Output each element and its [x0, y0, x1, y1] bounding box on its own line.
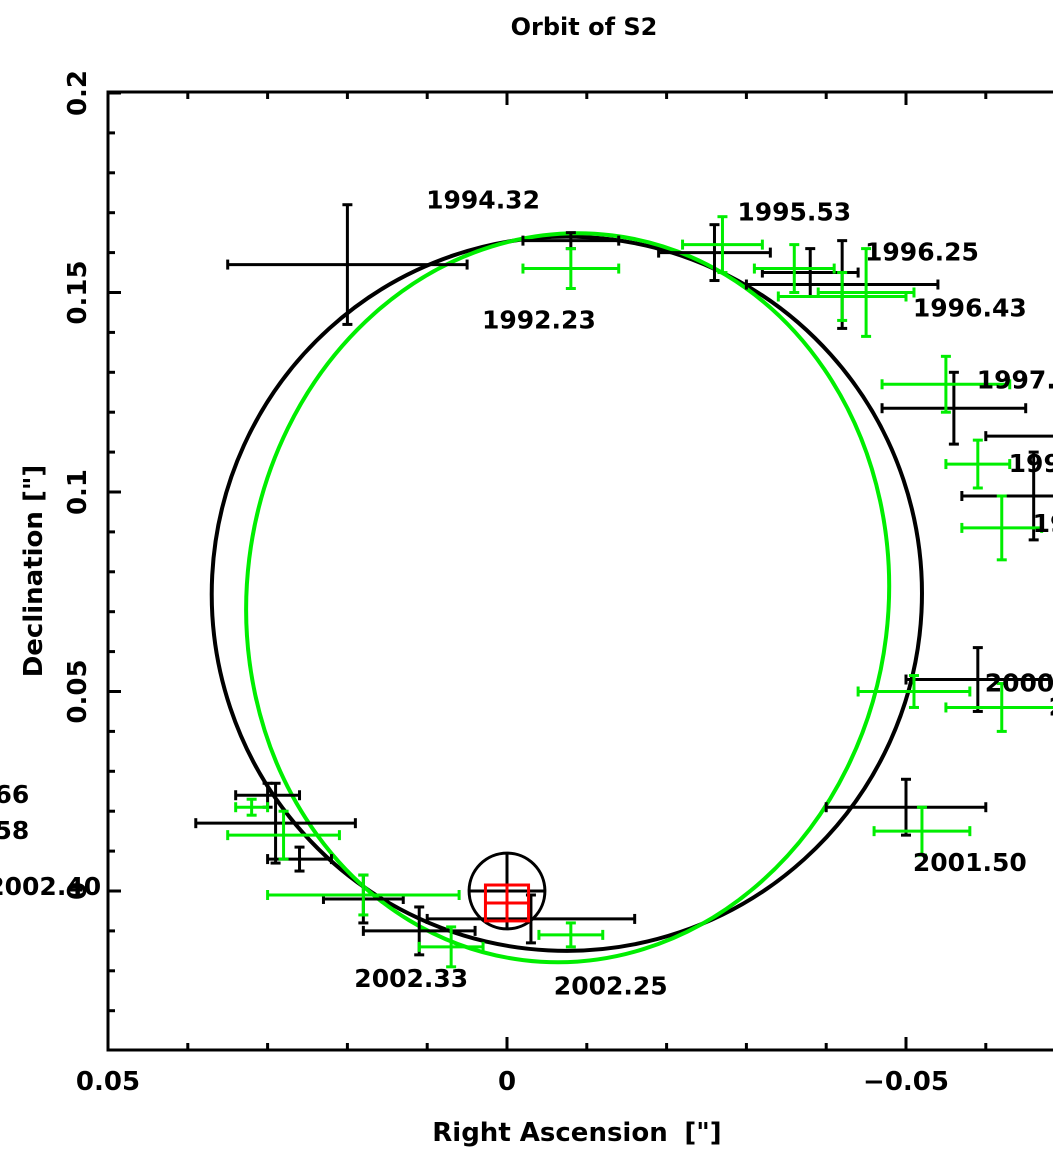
green-data-point [776, 271, 908, 322]
green-data-point [537, 921, 605, 949]
black-data-point [657, 223, 772, 283]
x-tick-label: −0.05 [863, 1067, 949, 1097]
black-data-point [960, 450, 1053, 542]
black-data-point [984, 431, 1053, 442]
epoch-label: 2002.58 [0, 816, 29, 845]
epoch-label: 1997.54 [977, 365, 1053, 394]
green-data-point [266, 873, 461, 917]
epoch-label: 2002.25 [554, 972, 668, 1001]
green-data-point [880, 354, 1012, 414]
green-orbit-ellipse [244, 231, 892, 965]
epoch-label: 1996.25 [865, 238, 979, 267]
green-data-point [944, 438, 1012, 490]
black-data-point [824, 777, 988, 837]
y-tick-label: 0 [63, 882, 93, 900]
epoch-label: 1994.32 [426, 186, 540, 215]
x-axis-label: Right Ascension ["] [432, 1118, 721, 1148]
orbit-layer [209, 231, 924, 965]
annotation-layer: 1994.32 1995.53 1996.25 1996.43 1992.23 1997.… [0, 186, 1053, 1001]
tick-layer: 0.10.050−0.05−0.100.050.10.150.2 [63, 70, 988, 1097]
y-tick-label: 0.2 [63, 70, 93, 116]
green-data-point [226, 809, 341, 861]
y-tick-label: 0.1 [63, 469, 93, 515]
epoch-label: 2000.47 [985, 669, 1053, 698]
x-axis-label-text: Right Ascension [432, 1118, 667, 1148]
green-data-point [816, 247, 916, 338]
central-position-box [483, 883, 531, 923]
green-data-point [417, 925, 485, 969]
green-data-point [234, 797, 270, 817]
epoch-label: 1996.43 [913, 293, 1027, 322]
epoch-label: 2001.50 [913, 848, 1027, 877]
green-data-point [856, 674, 972, 709]
marker-layer [467, 851, 547, 931]
x-tick-label: 0 [498, 1067, 516, 1097]
black-data-point [226, 203, 469, 326]
chart-title: Orbit of S2 [511, 13, 658, 41]
y-tick-label: 0.05 [63, 659, 93, 723]
green-data-point [752, 243, 836, 294]
epoch-label: 2002.33 [354, 964, 468, 993]
black-data-point [266, 845, 333, 873]
green-data-point [872, 805, 972, 857]
green-data-point [681, 215, 764, 275]
x-axis-unit: ["] [684, 1118, 721, 1148]
plot-area: 1994.32 1995.53 1996.25 1996.43 1992.23 1997.… [0, 186, 1053, 1001]
epoch-label: 2002.66 [0, 780, 29, 809]
epoch-label: 1992.23 [482, 305, 596, 334]
epoch-label: 2000.52 [1049, 692, 1053, 721]
black-data-point [194, 781, 357, 865]
error-bar-layer [194, 203, 1053, 969]
epoch-label: 1995.53 [737, 198, 851, 227]
black-orbit-ellipse [209, 234, 924, 953]
green-data-point [960, 494, 1044, 562]
green-data-point [521, 247, 621, 291]
green-data-point [944, 682, 1053, 733]
epoch-label: 1999.47 [1033, 509, 1053, 538]
black-data-point [904, 646, 1052, 713]
x-tick-label: 0.05 [76, 1067, 140, 1097]
epoch-label: 2002.40 [0, 872, 101, 901]
y-axis-label: Declination ["] [19, 465, 49, 678]
y-tick-label: 0.15 [63, 260, 93, 324]
epoch-label: 1998.36 [1009, 449, 1053, 478]
